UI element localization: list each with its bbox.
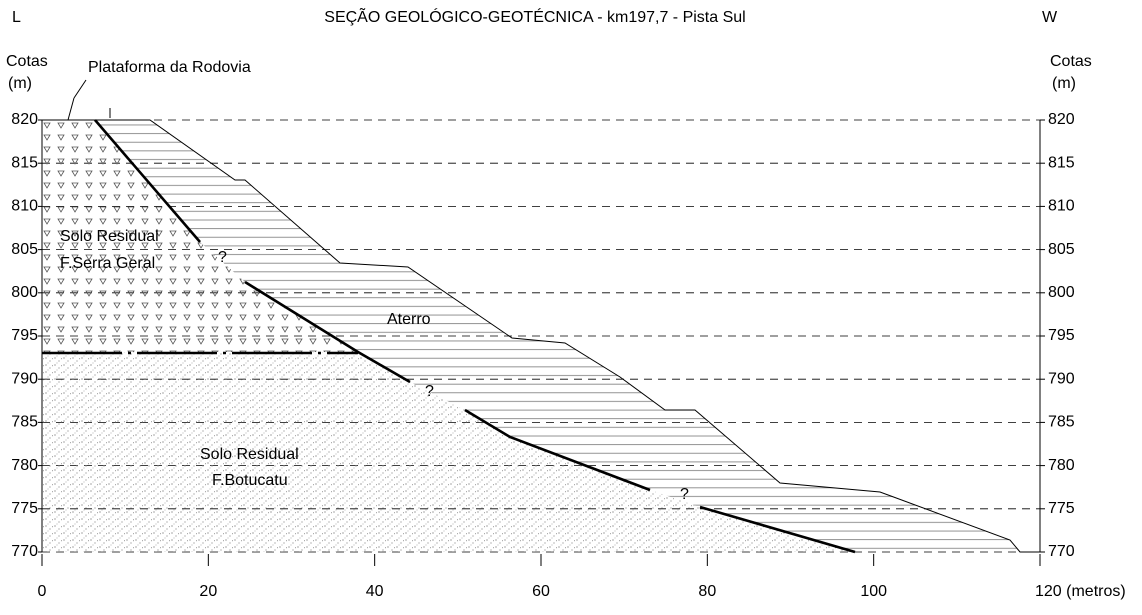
axis-title: (m) — [1052, 75, 1076, 92]
y-tick-label: 775 — [11, 500, 38, 517]
y-tick-label: 795 — [11, 327, 38, 344]
x-tick-label: 120 (metros) — [1035, 583, 1126, 600]
y-tick-label: 805 — [11, 241, 38, 258]
layer-label: Solo Residual — [200, 446, 299, 463]
title: SEÇÃO GEOLÓGICO-GEOTÉCNICA - km197,7 - P… — [324, 6, 745, 26]
left-end: L — [12, 9, 21, 26]
y-tick-label: 775 — [1048, 500, 1075, 517]
y-tick-label: 770 — [11, 543, 38, 560]
y-tick-label: 820 — [11, 111, 38, 128]
axis-title: (m) — [8, 75, 32, 92]
platform-pointer — [74, 80, 86, 98]
unknown-mark: ? — [218, 249, 227, 266]
right-end: W — [1042, 9, 1058, 26]
x-tick-label: 60 — [532, 583, 550, 600]
y-tick-label: 790 — [1048, 370, 1075, 387]
y-tick-label: 795 — [1048, 327, 1075, 344]
y-tick-label: 800 — [1048, 284, 1075, 301]
y-tick-label: 770 — [1048, 543, 1075, 560]
x-tick-label: 80 — [698, 583, 716, 600]
y-tick-label: 800 — [11, 284, 38, 301]
platform-label: Plataforma da Rodovia — [88, 59, 251, 76]
platform-pointer — [68, 98, 74, 120]
layer-label: F.Serra Geral — [60, 255, 155, 272]
y-tick-label: 790 — [11, 370, 38, 387]
layer-label: Aterro — [387, 311, 431, 328]
y-tick-label: 810 — [1048, 198, 1075, 215]
y-tick-label: 810 — [11, 198, 38, 215]
unknown-mark: ? — [425, 383, 434, 400]
x-tick-label: 20 — [199, 583, 217, 600]
y-tick-label: 815 — [1048, 154, 1075, 171]
x-tick-label: 0 — [38, 583, 47, 600]
axis-title: Cotas — [6, 53, 48, 70]
layer-label: Solo Residual — [60, 228, 159, 245]
diagram: SEÇÃO GEOLÓGICO-GEOTÉCNICA - km197,7 - P… — [0, 0, 1142, 610]
x-tick-label: 40 — [366, 583, 384, 600]
y-tick-label: 805 — [1048, 241, 1075, 258]
y-tick-label: 780 — [11, 457, 38, 474]
y-tick-label: 820 — [1048, 111, 1075, 128]
y-tick-label: 785 — [1048, 414, 1075, 431]
y-tick-label: 815 — [11, 154, 38, 171]
layer-label: F.Botucatu — [212, 472, 288, 489]
x-tick-label: 100 — [860, 583, 887, 600]
y-tick-label: 780 — [1048, 457, 1075, 474]
y-tick-label: 785 — [11, 414, 38, 431]
axis-title: Cotas — [1050, 53, 1092, 70]
unknown-mark: ? — [680, 486, 689, 503]
